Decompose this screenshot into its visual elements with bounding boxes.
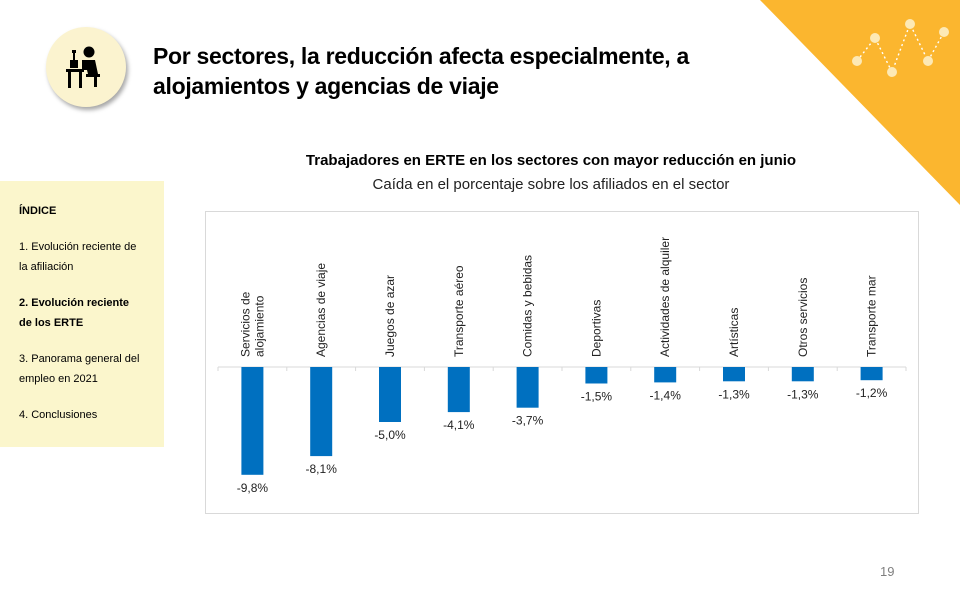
category-label: Agencias de viaje — [314, 263, 328, 357]
category-label: Deportivas — [589, 300, 603, 357]
bar — [241, 367, 264, 475]
bar — [723, 367, 745, 382]
category-label: Transporte aéreo — [452, 265, 466, 357]
bar — [516, 367, 539, 408]
data-label: -1,3% — [787, 387, 819, 401]
sidebar-item-erte[interactable]: 2. Evolución reciente de los ERTE — [19, 297, 130, 329]
chart-area: -9,8% Servicios dealojamiento -8,1% Agencia… — [205, 211, 919, 514]
data-label: -9,8% — [237, 481, 269, 495]
page-number: 19 — [880, 564, 895, 579]
sidebar-heading: ÍNDICE — [19, 205, 57, 217]
data-label: -8,1% — [306, 462, 338, 476]
bar — [585, 367, 608, 384]
category-label: Comidas y bebidas — [521, 255, 535, 357]
data-label: -4,1% — [443, 418, 475, 432]
bar — [447, 367, 470, 413]
category-label: Servicios dealojamiento — [238, 291, 266, 357]
worker-at-desk-icon — [66, 46, 100, 88]
category-label: Transporte mar — [865, 275, 879, 357]
bar — [860, 367, 883, 381]
page-title: Por sectores, la reducción afecta especi… — [153, 43, 689, 99]
data-label: -5,0% — [374, 428, 406, 442]
chart-subtitle: Caída en el porcentaje sobre los afiliad… — [372, 176, 730, 193]
data-label: -1,3% — [718, 387, 750, 401]
data-label: -1,2% — [856, 386, 888, 400]
category-label: Juegos de azar — [383, 275, 397, 357]
category-label: Otros servicios — [796, 278, 810, 357]
sidebar-item-conclusiones[interactable]: 4. Conclusiones — [19, 409, 98, 421]
bar-chart: -9,8% Servicios dealojamiento -8,1% Agencia… — [217, 237, 907, 495]
chart-title: Trabajadores en ERTE en los sectores con… — [305, 152, 797, 169]
data-label: -3,7% — [512, 414, 544, 428]
data-label: -1,4% — [650, 388, 682, 402]
bar — [310, 367, 333, 457]
data-label: -1,5% — [581, 390, 613, 404]
sidebar-index: ÍNDICE 1. Evolución reciente de la afili… — [0, 181, 164, 447]
category-label: Actividades de alquiler — [658, 237, 672, 357]
sidebar-item-afiliacion[interactable]: 1. Evolución reciente de la afiliación — [19, 241, 137, 273]
sidebar-item-panorama[interactable]: 3. Panorama general del empleo en 2021 — [19, 353, 140, 385]
bar — [379, 367, 401, 422]
bar — [654, 367, 677, 383]
bar — [791, 367, 814, 382]
category-label: Artísticas — [727, 308, 741, 357]
header-icon-badge — [46, 27, 126, 107]
